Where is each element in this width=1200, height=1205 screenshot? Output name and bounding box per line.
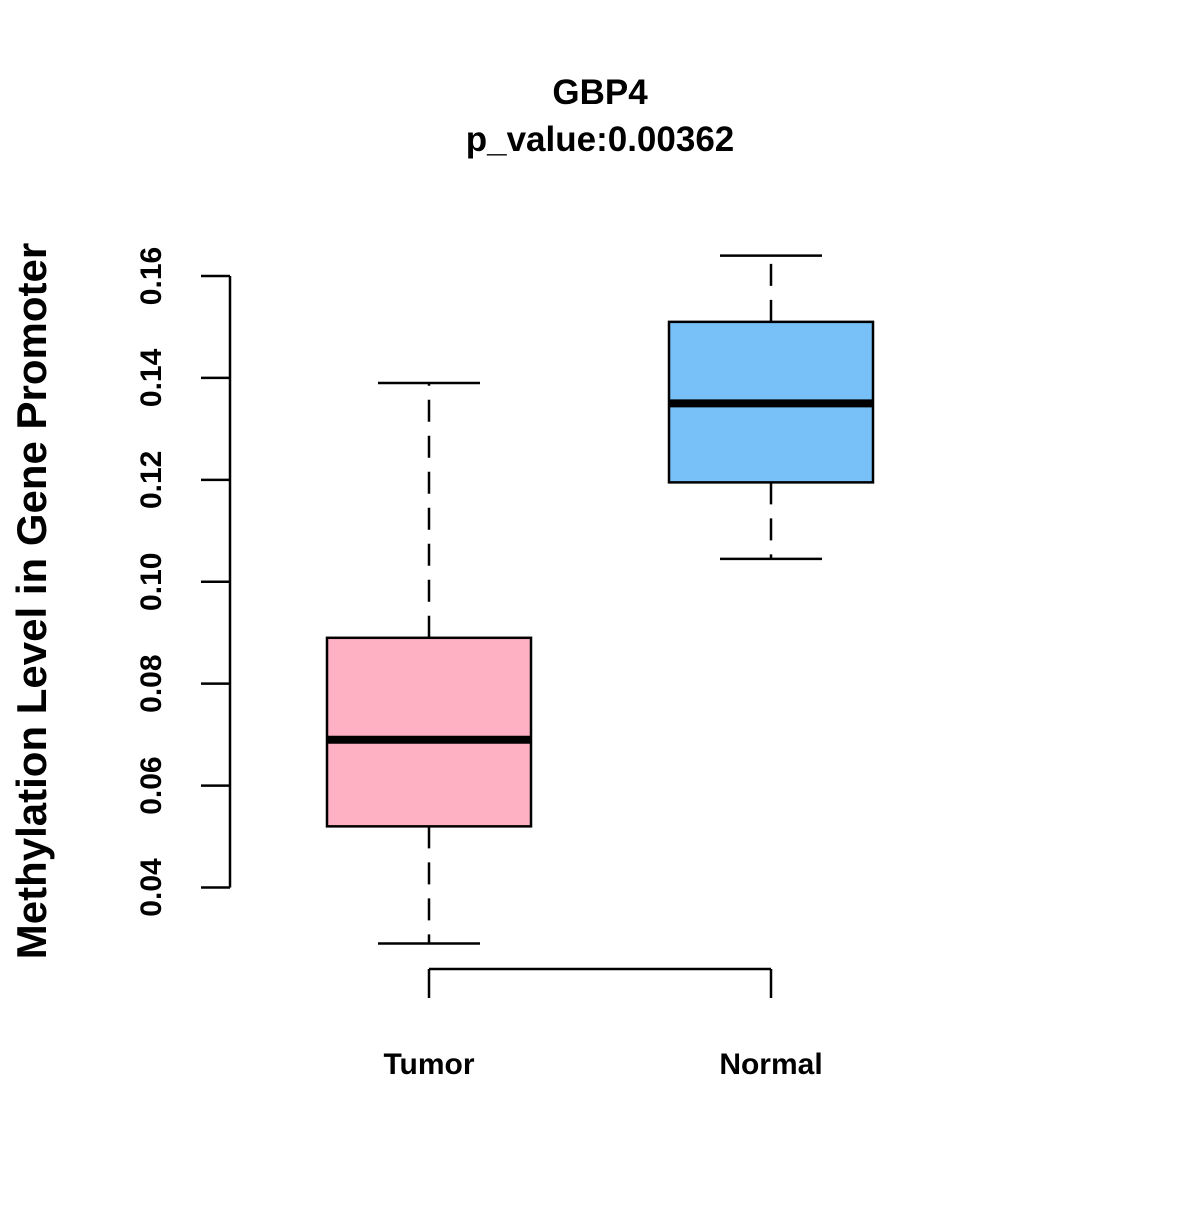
box-tumor: [325, 381, 533, 945]
x-tick-label: Tumor: [383, 1048, 474, 1081]
y-tick-label: 0.10: [135, 553, 168, 611]
chart-subtitle: p_value:0.00362: [466, 120, 735, 159]
y-axis: 0.04 0.06 0.08 0.10 0.12 0.14 0.16: [135, 247, 232, 917]
y-axis-label: Methylation Level in Gene Promoter: [8, 243, 55, 959]
box-body: [325, 636, 533, 828]
box-normal: [667, 254, 875, 561]
x-tick-label: Normal: [719, 1048, 822, 1081]
chart-title: GBP4: [552, 73, 648, 112]
box-series: [325, 254, 875, 945]
y-tick-label: 0.06: [135, 756, 168, 814]
y-tick-label: 0.08: [135, 654, 168, 712]
y-tick-label: 0.14: [135, 348, 168, 407]
y-tick-label: 0.16: [135, 247, 168, 305]
x-axis: Tumor Normal: [383, 967, 823, 1081]
y-tick-label: 0.04: [135, 858, 168, 917]
y-tick-label: 0.12: [135, 451, 168, 509]
